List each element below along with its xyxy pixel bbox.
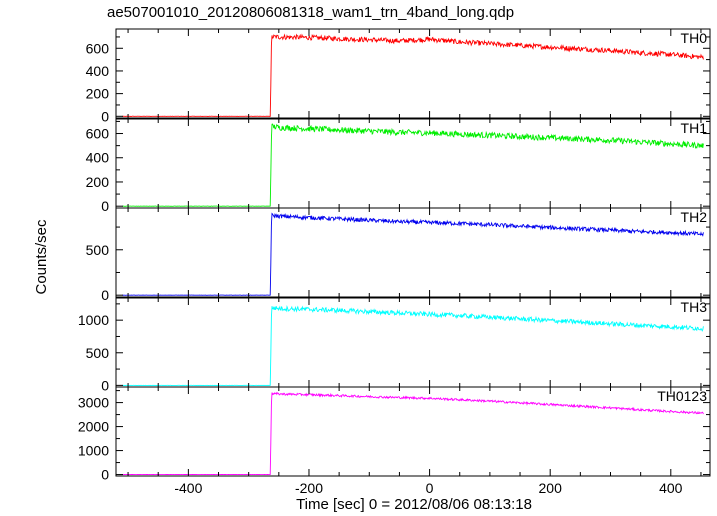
- y-tick-label: 400: [86, 150, 110, 166]
- y-tick-label: 200: [86, 86, 110, 102]
- y-tick-label: 1000: [78, 443, 109, 459]
- figure-title: ae507001010_20120806081318_wam1_trn_4ban…: [107, 4, 514, 21]
- x-tick-label: 0: [426, 480, 434, 496]
- panel-th2: 0 500 TH2: [86, 207, 711, 303]
- y-tick-label: 600: [86, 40, 110, 56]
- x-tick-label: -400: [174, 480, 202, 496]
- series-line-th0123: [122, 391, 704, 476]
- panels-group: 0 200 400 600 TH0 0 200 400 600 TH1 0 500 TH2 0 500 100…: [78, 28, 711, 496]
- series-line-th3: [121, 304, 704, 386]
- y-tick-label: 500: [86, 242, 110, 258]
- y-tick-label: 2000: [78, 419, 109, 435]
- panel-frame: [115, 297, 711, 388]
- panel-frame: [115, 386, 711, 477]
- y-tick-label: 0: [101, 377, 109, 393]
- x-tick-label: -200: [295, 480, 323, 496]
- series-line-th0: [122, 33, 704, 117]
- y-axis-label: Counts/sec: [33, 219, 50, 295]
- y-tick-label: 600: [86, 126, 110, 142]
- series-label: TH3: [681, 299, 708, 315]
- y-tick-label: 200: [86, 174, 110, 190]
- panel-th0: 0 200 400 600 TH0: [86, 28, 711, 124]
- panel-frame: [115, 28, 711, 119]
- panel-th1: 0 200 400 600 TH1: [86, 118, 711, 214]
- series-label: TH2: [681, 209, 708, 225]
- x-tick-label: 400: [659, 480, 683, 496]
- y-tick-label: 0: [101, 108, 109, 124]
- panel-th3: 0 500 1000 TH3: [78, 297, 711, 393]
- y-tick-label: 3000: [78, 395, 109, 411]
- x-tick-label: 200: [539, 480, 563, 496]
- y-tick-label: 400: [86, 63, 110, 79]
- series-label: TH1: [681, 120, 708, 136]
- y-tick-label: 0: [101, 287, 109, 303]
- y-tick-label: 500: [86, 345, 110, 361]
- series-line-th2: [121, 212, 704, 296]
- panel-frame: [115, 207, 711, 298]
- panel-th0123: 0 1000 2000 3000 TH0123 -400 -200 0 200 400: [78, 386, 711, 496]
- series-line-th1: [121, 123, 704, 207]
- series-label: TH0: [681, 30, 708, 46]
- x-axis-label: Time [sec] 0 = 2012/08/06 08:13:18: [296, 496, 532, 513]
- y-tick-label: 0: [101, 467, 109, 483]
- y-tick-label: 1000: [78, 312, 109, 328]
- series-label: TH0123: [657, 388, 707, 404]
- y-tick-label: 0: [101, 198, 109, 214]
